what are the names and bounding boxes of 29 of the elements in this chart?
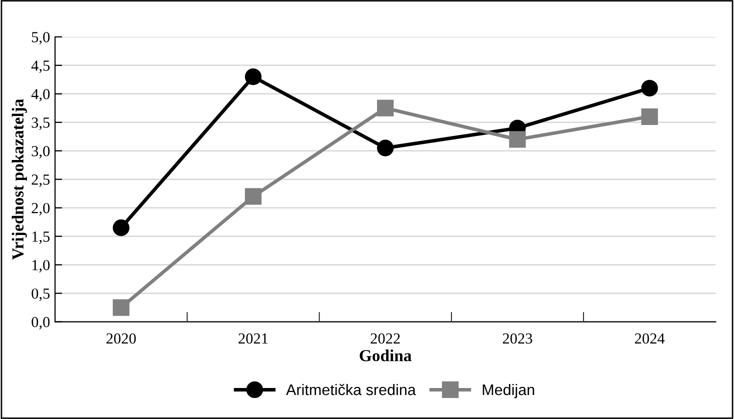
y-tick-label: 4,5 <box>31 60 50 74</box>
y-tick-label: 2,0 <box>32 202 50 216</box>
legend-label: Medijan <box>482 384 534 398</box>
y-tick-label: 0,5 <box>32 288 50 301</box>
y-tick-label: 1,0 <box>32 260 50 272</box>
legend-label: Aritmetička sredina <box>286 384 416 396</box>
y-tick-label: 1,5 <box>32 232 50 244</box>
y-tick-label: 2,5 <box>32 174 50 187</box>
point <box>112 219 130 236</box>
y-tick-label: 4,0 <box>31 88 50 102</box>
y-tick-label: 0,0 <box>32 316 50 330</box>
point <box>509 131 526 148</box>
point <box>377 140 394 156</box>
x-tick-label: 2020 <box>106 333 136 344</box>
point <box>112 299 130 316</box>
point <box>641 108 658 125</box>
y-axis-title: Vrijednost pokazatelja <box>12 98 27 260</box>
y-tick-label: 3,5 <box>32 118 50 130</box>
y-tick-label: 5,0 <box>32 32 50 45</box>
x-tick-label: 2024 <box>634 333 665 344</box>
x-tick-label: 2023 <box>502 333 532 344</box>
x-tick-label: 2021 <box>238 333 268 344</box>
point <box>377 100 394 116</box>
x-tick-label: 2022 <box>370 333 400 344</box>
y-tick-label: 3,0 <box>32 146 50 158</box>
x-axis-title: Godina <box>360 350 412 362</box>
point <box>244 68 262 86</box>
point <box>641 80 658 96</box>
point <box>244 188 262 205</box>
